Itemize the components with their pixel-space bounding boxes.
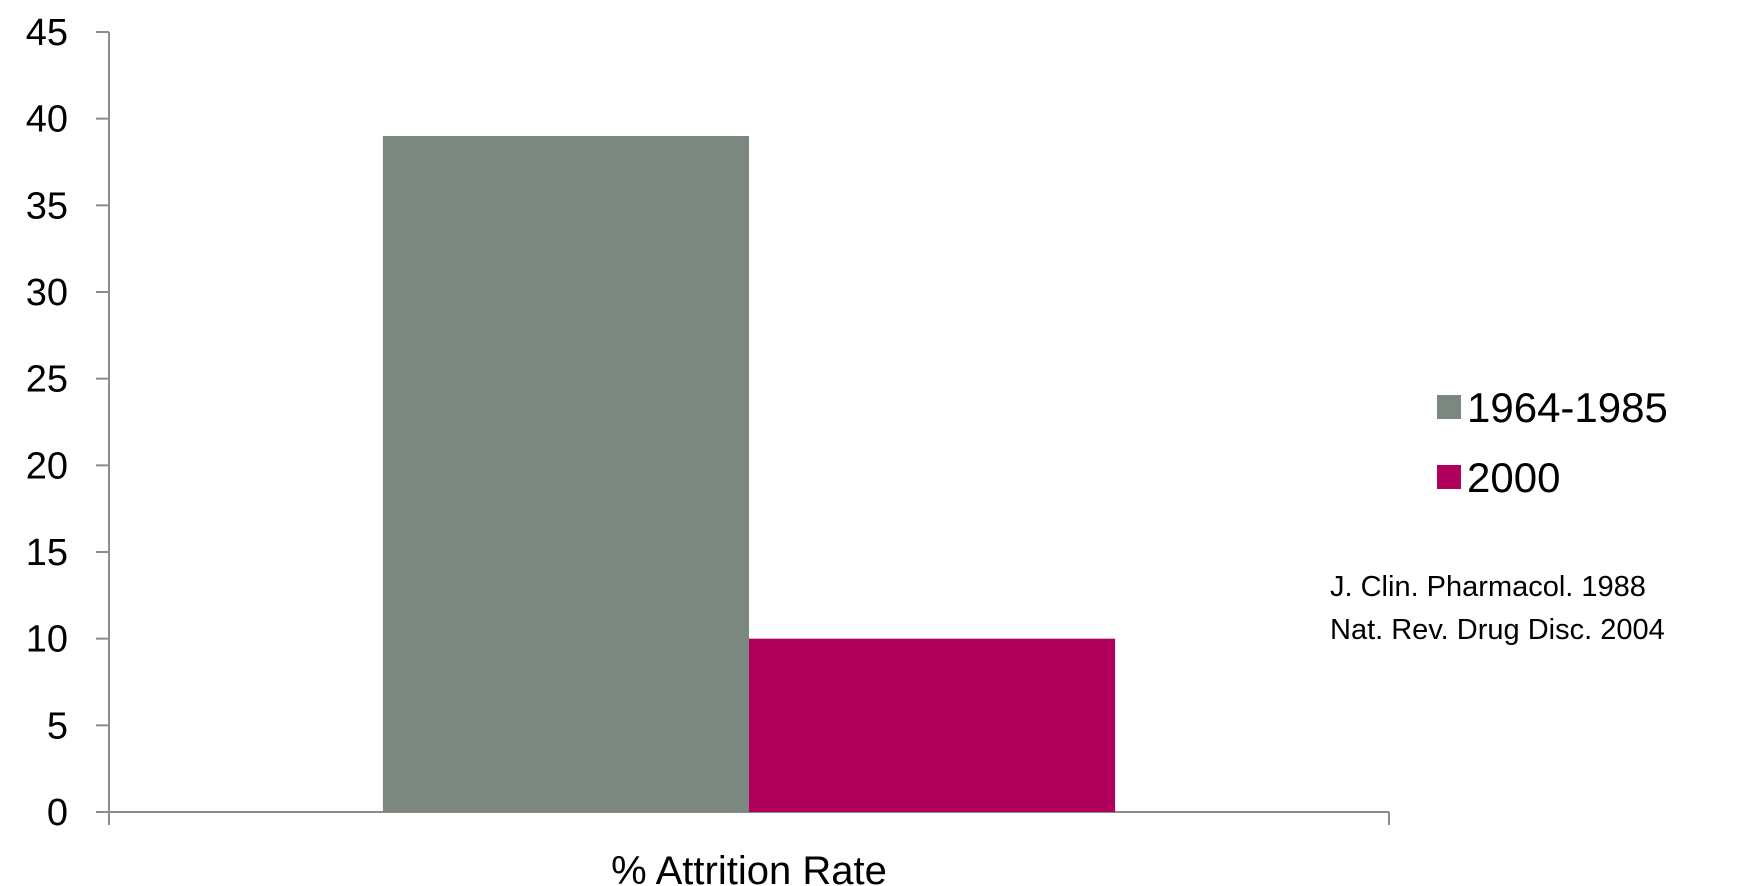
bar-1964-1985 xyxy=(382,136,749,812)
y-tick-label: 25 xyxy=(26,359,68,401)
y-tick-group: 0 5 10 15 20 25 30 35 40 45 xyxy=(26,12,109,834)
legend-swatch xyxy=(1437,465,1461,489)
source-note: J. Clin. Pharmacol. 1988 Nat. Rev. Drug D… xyxy=(1330,571,1665,646)
x-axis xyxy=(108,811,1390,825)
source-note-line: Nat. Rev. Drug Disc. 2004 xyxy=(1330,614,1665,646)
y-tick-label: 0 xyxy=(47,792,68,834)
y-tick-label: 5 xyxy=(47,705,68,747)
y-tick-label: 40 xyxy=(26,99,68,141)
legend-label: 2000 xyxy=(1467,454,1560,501)
category-label-group: % Attrition Rate xyxy=(611,849,887,886)
legend-label: 1964-1985 xyxy=(1467,384,1668,431)
y-tick-label: 35 xyxy=(26,185,68,227)
legend-swatch xyxy=(1437,395,1461,419)
y-tick-label: 20 xyxy=(26,445,68,487)
bar-group xyxy=(382,136,1116,812)
legend: 1964-1985 2000 xyxy=(1437,384,1668,501)
y-tick-label: 15 xyxy=(26,532,68,574)
x-category-label: % Attrition Rate xyxy=(611,849,887,886)
y-tick-label: 30 xyxy=(26,272,68,314)
bar-2000 xyxy=(749,638,1116,812)
y-tick-label: 10 xyxy=(26,619,68,661)
source-note-line: J. Clin. Pharmacol. 1988 xyxy=(1330,571,1646,603)
y-tick-label: 45 xyxy=(26,12,68,54)
